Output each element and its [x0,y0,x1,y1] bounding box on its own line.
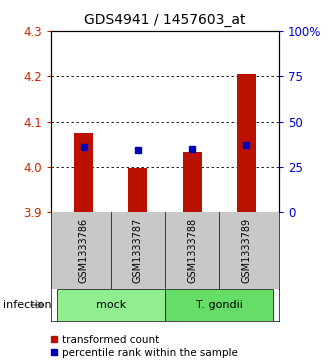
Text: GSM1333787: GSM1333787 [133,218,143,283]
Text: T. gondii: T. gondii [196,300,243,310]
Bar [182,152,202,212]
Text: infection: infection [3,300,52,310]
Text: mock: mock [96,300,126,310]
Bar [128,168,148,212]
Bar [74,133,93,212]
Bar [165,289,274,321]
Text: GSM1333788: GSM1333788 [187,218,197,283]
Legend: transformed count, percentile rank within the sample: transformed count, percentile rank withi… [50,335,238,358]
Title: GDS4941 / 1457603_at: GDS4941 / 1457603_at [84,13,246,27]
Text: GSM1333786: GSM1333786 [79,218,89,283]
Text: GSM1333789: GSM1333789 [241,218,251,283]
Bar [56,289,165,321]
Bar [237,74,256,212]
